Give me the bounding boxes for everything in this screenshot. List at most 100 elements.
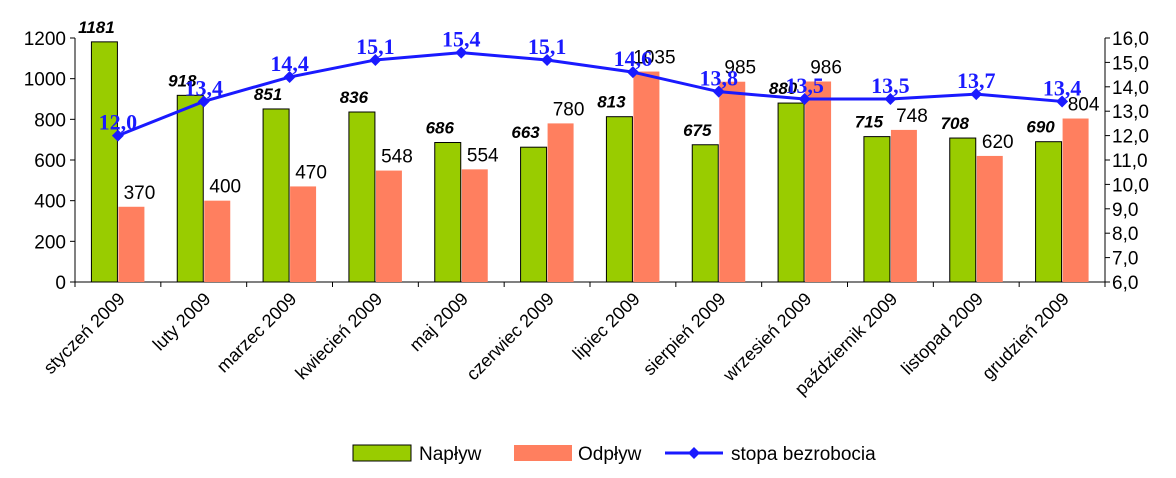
rate-value-label: 12,0 — [99, 110, 138, 135]
odplyw-value-label: 370 — [124, 183, 156, 204]
rate-point — [283, 71, 296, 84]
left-tick-label: 400 — [34, 192, 66, 213]
odplyw-value-label: 400 — [209, 177, 241, 198]
bar-odplyw — [1062, 118, 1089, 283]
rate-point — [970, 88, 983, 101]
category-label: grudzień 2009 — [978, 289, 1073, 384]
bar-odplyw — [890, 129, 917, 282]
naplyw-value-label: 690 — [1026, 118, 1055, 137]
right-tick-label: 6,0 — [1112, 273, 1138, 294]
right-tick-label: 9,0 — [1112, 200, 1138, 221]
rate-value-label: 15,1 — [356, 34, 395, 59]
naplyw-value-label: 1181 — [78, 18, 115, 37]
rate-point — [798, 93, 811, 105]
left-tick-label: 1200 — [24, 29, 66, 50]
rate-value-label: 15,4 — [442, 27, 481, 52]
rate-value-label: 14,4 — [270, 51, 309, 76]
bar-naplyw — [348, 111, 376, 283]
right-tick-label: 11,0 — [1112, 151, 1148, 172]
rate-value-label: 15,1 — [528, 34, 567, 59]
legend-label-rate: stopa bezrobocia — [731, 444, 876, 465]
rate-value-label: 14,6 — [614, 46, 653, 71]
odplyw-value-label: 986 — [810, 58, 842, 79]
category-label: czerwiec 2009 — [462, 289, 558, 385]
odplyw-value-label: 780 — [553, 99, 585, 120]
odplyw-value-label: 548 — [381, 147, 413, 168]
bar-odplyw — [118, 206, 145, 282]
right-tick-label: 16,0 — [1112, 29, 1149, 50]
odplyw-value-label: 620 — [982, 132, 1014, 153]
rate-point — [197, 95, 210, 108]
odplyw-value-label: 985 — [724, 58, 756, 79]
bar-naplyw — [691, 144, 719, 283]
bar-odplyw — [204, 200, 231, 282]
rate-value-label: 13,4 — [185, 75, 224, 100]
left-tick-label: 0 — [55, 273, 66, 294]
bar-odplyw — [633, 71, 660, 282]
naplyw-value-label: 708 — [941, 114, 970, 133]
odplyw-value-label: 470 — [295, 162, 327, 183]
category-label: kwiecień 2009 — [291, 289, 386, 384]
category-label: marzec 2009 — [213, 289, 301, 377]
naplyw-value-label: 918 — [168, 71, 197, 90]
legend-swatch-naplyw — [352, 444, 412, 462]
right-tick-label: 14,0 — [1112, 78, 1149, 99]
legend-marker-rate — [688, 447, 700, 459]
category-label: maj 2009 — [406, 289, 473, 356]
naplyw-value-label: 675 — [683, 121, 712, 140]
rate-point — [369, 53, 382, 66]
right-tick-label: 13,0 — [1112, 102, 1149, 123]
rate-value-label: 13,8 — [700, 66, 739, 91]
category-label: styczeń 2009 — [40, 289, 129, 378]
rate-point — [455, 46, 468, 59]
bar-naplyw — [949, 137, 977, 283]
naplyw-value-label: 715 — [855, 113, 884, 132]
legend-label-naplyw: Napływ — [419, 444, 482, 465]
rate-point — [1056, 95, 1069, 108]
bar-naplyw — [90, 41, 118, 283]
right-tick-label: 8,0 — [1112, 224, 1138, 245]
bar-odplyw — [805, 81, 832, 282]
bar-odplyw — [976, 155, 1003, 282]
right-tick-label: 15,0 — [1112, 53, 1149, 74]
category-label: sierpień 2009 — [639, 289, 730, 380]
bar-odplyw — [719, 81, 746, 282]
right-tick-label: 10,0 — [1112, 175, 1149, 196]
bar-odplyw — [547, 123, 574, 283]
naplyw-value-label: 851 — [254, 85, 282, 104]
category-label: listopad 2009 — [897, 289, 987, 379]
left-tick-label: 800 — [34, 110, 66, 131]
right-tick-label: 7,0 — [1112, 249, 1138, 270]
naplyw-value-label: 686 — [426, 119, 455, 138]
odplyw-value-label: 748 — [896, 106, 928, 127]
legend-swatch-odplyw — [514, 445, 572, 461]
bar-odplyw — [461, 169, 488, 282]
rate-point — [626, 66, 639, 79]
category-label: wrzesień 2009 — [718, 289, 815, 386]
category-label: luty 2009 — [149, 289, 215, 355]
rate-line — [117, 51, 1063, 137]
legend-label-odplyw: Odpływ — [578, 444, 642, 465]
left-tick-label: 1000 — [24, 70, 66, 91]
odplyw-value-label: 1035 — [633, 48, 675, 69]
naplyw-value-label: 813 — [597, 93, 626, 112]
rate-value-label: 13,4 — [1043, 75, 1082, 100]
rate-point — [884, 93, 897, 105]
rate-value-label: 13,7 — [957, 68, 996, 93]
rate-point — [111, 129, 124, 142]
bar-naplyw — [262, 108, 290, 283]
bar-naplyw — [520, 146, 548, 283]
odplyw-value-label: 804 — [1068, 95, 1100, 116]
rate-value-label: 13,5 — [871, 73, 910, 98]
left-tick-label: 200 — [34, 232, 66, 253]
naplyw-value-label: 663 — [511, 123, 540, 142]
bar-naplyw — [605, 116, 633, 283]
bar-naplyw — [863, 136, 891, 283]
naplyw-value-label: 880 — [769, 79, 798, 98]
bar-naplyw — [1035, 141, 1063, 283]
bar-naplyw — [176, 94, 204, 283]
bar-naplyw — [434, 142, 462, 283]
naplyw-value-label: 836 — [340, 88, 369, 107]
bar-naplyw — [777, 102, 805, 283]
